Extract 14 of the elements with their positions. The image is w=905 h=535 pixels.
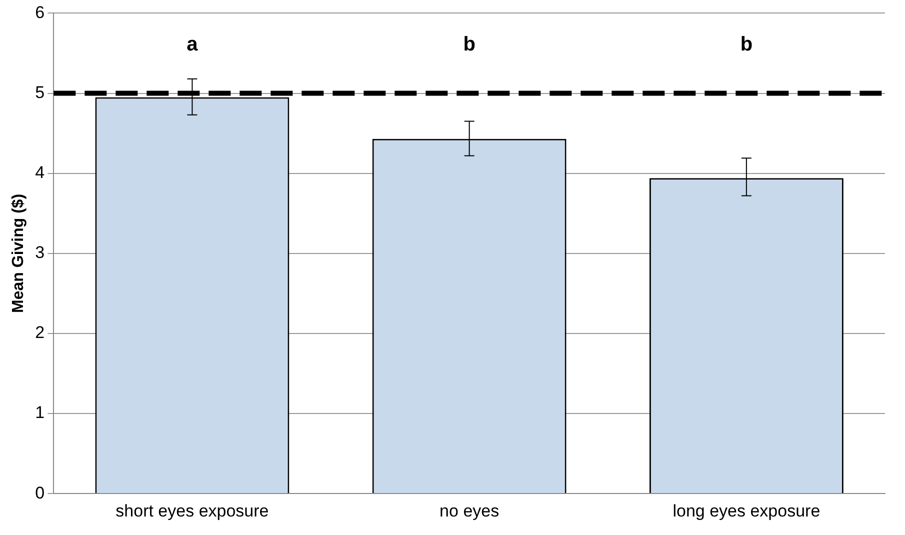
y-tick-label: 0 — [35, 483, 45, 502]
x-tick-label: long eyes exposure — [672, 501, 820, 520]
annotation: b — [463, 34, 476, 56]
annotation: b — [740, 34, 753, 56]
annotation: a — [186, 34, 199, 56]
y-tick-label: 6 — [35, 2, 45, 22]
y-tick-label: 3 — [35, 243, 45, 262]
y-tick-label: 2 — [35, 323, 45, 342]
y-tick-label: 4 — [35, 163, 45, 182]
y-tick-label: 1 — [35, 403, 45, 422]
x-tick-label: short eyes exposure — [116, 501, 269, 520]
y-tick-label: 5 — [35, 82, 45, 102]
x-tick-label: no eyes — [440, 501, 500, 520]
y-axis-title: Mean Giving ($) — [10, 194, 28, 313]
